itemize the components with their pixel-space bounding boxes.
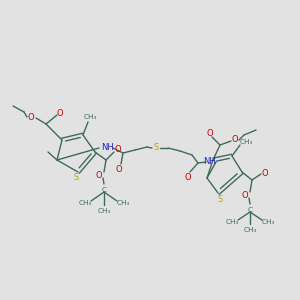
Text: NH: NH: [100, 143, 113, 152]
Text: O: O: [262, 169, 268, 178]
Text: O: O: [96, 170, 102, 179]
Text: CH₃: CH₃: [97, 208, 111, 214]
Text: O: O: [242, 190, 248, 200]
Text: CH₃: CH₃: [225, 219, 239, 225]
Text: S: S: [74, 173, 79, 182]
Text: O: O: [232, 136, 238, 145]
Text: O: O: [116, 164, 122, 173]
Text: C: C: [101, 187, 106, 193]
Text: S: S: [218, 194, 223, 203]
Text: CH₃: CH₃: [239, 139, 253, 145]
Text: CH₃: CH₃: [78, 200, 92, 206]
Text: CH₃: CH₃: [261, 219, 275, 225]
Text: CH₃: CH₃: [243, 227, 257, 233]
Text: O: O: [207, 130, 213, 139]
Text: O: O: [28, 112, 34, 122]
Text: CH₃: CH₃: [83, 114, 97, 120]
Text: C: C: [248, 207, 253, 213]
Text: CH₃: CH₃: [116, 200, 130, 206]
Text: O: O: [185, 172, 191, 182]
Text: O: O: [57, 110, 63, 118]
Text: NH: NH: [204, 158, 216, 166]
Text: O: O: [115, 146, 121, 154]
Text: S: S: [153, 143, 159, 152]
